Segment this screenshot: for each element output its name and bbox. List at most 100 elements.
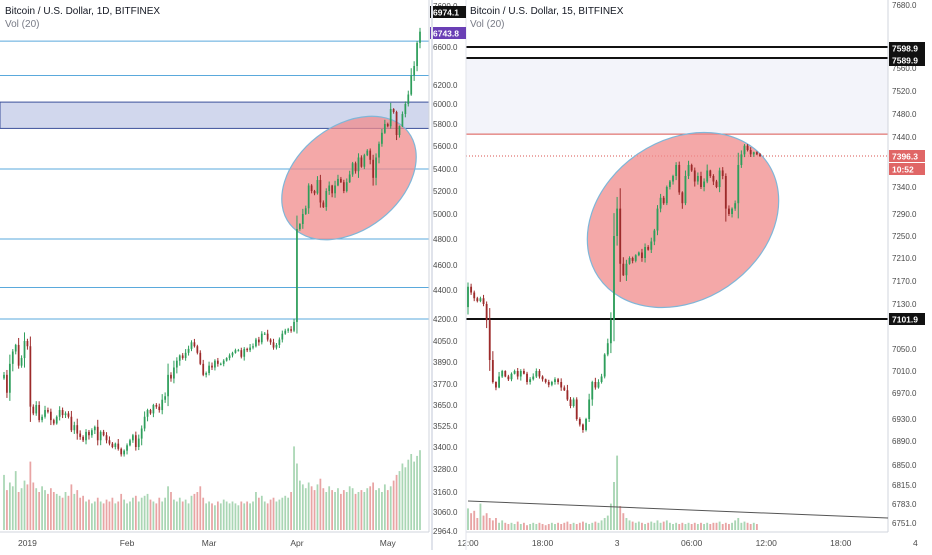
candle-body	[603, 354, 606, 377]
candle-body	[199, 352, 202, 364]
volume-bar	[231, 501, 234, 530]
volume-bar	[38, 492, 41, 530]
volume-bar	[129, 501, 131, 530]
candle-body	[70, 416, 73, 431]
volume-bar	[161, 501, 164, 530]
volume-bar	[495, 518, 497, 530]
candle-body	[61, 410, 64, 416]
candle-body	[395, 112, 398, 135]
volume-bar	[609, 503, 612, 530]
candle-body	[413, 66, 416, 76]
volume-bar	[108, 501, 111, 530]
candle-body	[743, 145, 746, 155]
volume-bar	[184, 499, 187, 530]
candle-body	[622, 263, 625, 276]
candle-body	[641, 252, 643, 258]
candle-body	[507, 376, 510, 380]
volume-bar	[541, 524, 544, 530]
panel-divider[interactable]	[431, 0, 433, 550]
candle-body	[513, 371, 516, 374]
price-axis-label: 6890.0	[892, 437, 917, 446]
volume-bar	[416, 455, 418, 530]
candle-body	[470, 286, 473, 293]
volume-bar	[696, 524, 699, 530]
candle-body	[740, 154, 743, 165]
volume-bar	[613, 482, 615, 530]
candle-body	[653, 230, 656, 242]
volume-bar	[293, 446, 295, 530]
candle-body	[737, 164, 740, 204]
candle-body	[129, 440, 131, 446]
volume-bar	[102, 503, 105, 530]
candle-body	[721, 170, 724, 176]
volume-bar	[167, 486, 169, 530]
volume-bar	[208, 501, 210, 530]
volume-bar	[395, 474, 398, 530]
volume-bar	[79, 497, 82, 530]
candle-body	[284, 330, 287, 334]
volume-bar	[240, 501, 243, 530]
candle-body	[310, 185, 313, 191]
price-tag-last: 7396.3	[892, 152, 918, 162]
candle-body	[108, 440, 111, 444]
volume-bar	[214, 505, 216, 530]
candle-body	[257, 339, 260, 343]
candle-body	[392, 109, 395, 112]
price-axis-label: 5000.0	[433, 210, 458, 219]
volume-bar	[476, 518, 479, 530]
volume-bar	[41, 486, 43, 530]
volume-bar	[14, 471, 17, 530]
right-chart-header: Bitcoin / U.S. Dollar, 15, BITFINEX Vol …	[470, 5, 623, 31]
volume-bar	[26, 484, 29, 530]
volume-bar	[93, 501, 96, 530]
candle-body	[216, 360, 219, 364]
price-axis-label: 6000.0	[433, 100, 458, 109]
volume-bar	[597, 522, 600, 530]
candle-body	[613, 236, 615, 321]
volume-bar	[278, 499, 281, 530]
candle-body	[269, 339, 272, 343]
volume-bar	[625, 518, 628, 530]
volume-bar	[342, 490, 345, 530]
volume-bar	[498, 522, 500, 530]
left-volume-label: Vol (20)	[5, 19, 40, 30]
volume-bar	[360, 490, 363, 530]
candle-body	[3, 374, 5, 379]
volume-bar	[675, 522, 678, 530]
volume-bar	[516, 521, 519, 530]
volume-bar	[700, 522, 702, 530]
volume-bar	[538, 522, 541, 530]
candle-body	[313, 191, 316, 194]
candle-body	[202, 363, 205, 375]
volume-bar	[479, 503, 482, 530]
price-axis-label: 7250.0	[892, 232, 917, 241]
time-axis-label: May	[380, 538, 397, 548]
volume-bar	[718, 521, 721, 530]
price-axis-label: 6850.0	[892, 461, 917, 470]
candle-body	[504, 371, 507, 377]
price-axis-label: 4400.0	[433, 286, 458, 295]
candle-body	[137, 438, 140, 447]
candle-body	[354, 163, 357, 172]
volume-bar	[299, 480, 301, 530]
volume-bar	[668, 522, 671, 530]
volume-bar	[202, 497, 205, 530]
candle-body	[260, 333, 263, 343]
volume-bar	[222, 499, 225, 530]
candle-body	[526, 373, 528, 382]
candle-body	[181, 355, 184, 359]
candle-body	[501, 371, 504, 377]
volume-bar	[419, 450, 421, 530]
candle-body	[665, 187, 668, 204]
candle-body	[369, 150, 372, 160]
volume-bar	[634, 522, 637, 530]
candle-body	[255, 339, 257, 347]
candle-body	[386, 124, 389, 127]
candle-body	[170, 374, 172, 379]
candle-body	[91, 430, 93, 436]
candle-body	[410, 75, 413, 95]
candle-body	[631, 258, 634, 261]
volume-bar	[296, 463, 298, 530]
price-axis-label: 5800.0	[433, 120, 458, 129]
